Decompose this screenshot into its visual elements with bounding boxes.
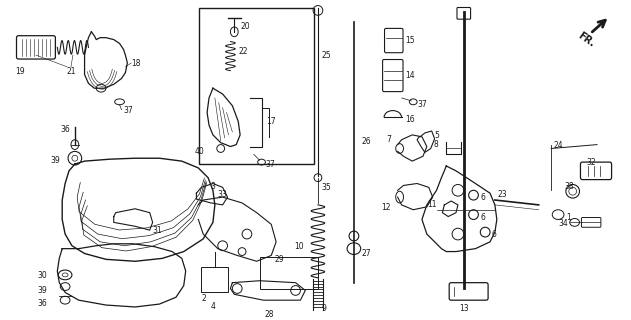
Text: 37: 37 <box>266 160 275 169</box>
Text: 2: 2 <box>201 294 206 303</box>
Text: 32: 32 <box>586 158 596 167</box>
Text: 4: 4 <box>211 302 215 311</box>
Text: 29: 29 <box>274 255 284 264</box>
Text: 37: 37 <box>124 106 133 115</box>
Text: 16: 16 <box>406 116 415 124</box>
Text: 6: 6 <box>492 230 497 239</box>
Text: 8: 8 <box>433 140 439 149</box>
Text: 6: 6 <box>480 193 485 202</box>
Text: 27: 27 <box>362 249 371 258</box>
Text: 37: 37 <box>417 100 427 109</box>
Text: 11: 11 <box>427 200 437 209</box>
Text: 35: 35 <box>322 183 331 193</box>
Text: 6: 6 <box>480 213 485 222</box>
Text: 31: 31 <box>153 226 162 235</box>
Text: 25: 25 <box>322 51 331 60</box>
Text: 15: 15 <box>406 36 415 45</box>
Text: 36: 36 <box>38 299 47 308</box>
Text: 30: 30 <box>38 271 47 280</box>
Text: 23: 23 <box>498 190 507 199</box>
Text: 39: 39 <box>50 156 61 165</box>
Text: 24: 24 <box>553 141 563 150</box>
Text: 9: 9 <box>322 304 327 313</box>
Text: 28: 28 <box>264 310 274 319</box>
Text: 39: 39 <box>38 285 47 295</box>
Text: 1: 1 <box>566 213 570 222</box>
Text: 36: 36 <box>60 125 70 134</box>
Text: 7: 7 <box>386 135 391 144</box>
Text: 34: 34 <box>558 219 568 228</box>
Text: 26: 26 <box>362 137 371 146</box>
Text: 20: 20 <box>240 22 250 31</box>
Text: 12: 12 <box>381 203 391 212</box>
Text: 38: 38 <box>564 181 574 190</box>
Text: 22: 22 <box>238 47 248 56</box>
Text: 21: 21 <box>66 67 76 76</box>
Text: 17: 17 <box>266 117 276 126</box>
Text: FR.: FR. <box>576 30 596 49</box>
Text: 13: 13 <box>459 304 469 313</box>
Text: 33: 33 <box>218 190 228 199</box>
Text: 19: 19 <box>16 67 25 76</box>
Text: 3: 3 <box>211 181 215 190</box>
Text: 14: 14 <box>406 71 415 80</box>
Text: 18: 18 <box>131 59 141 68</box>
Text: 40: 40 <box>194 147 204 156</box>
Text: 10: 10 <box>295 242 304 251</box>
Text: 5: 5 <box>435 131 439 140</box>
